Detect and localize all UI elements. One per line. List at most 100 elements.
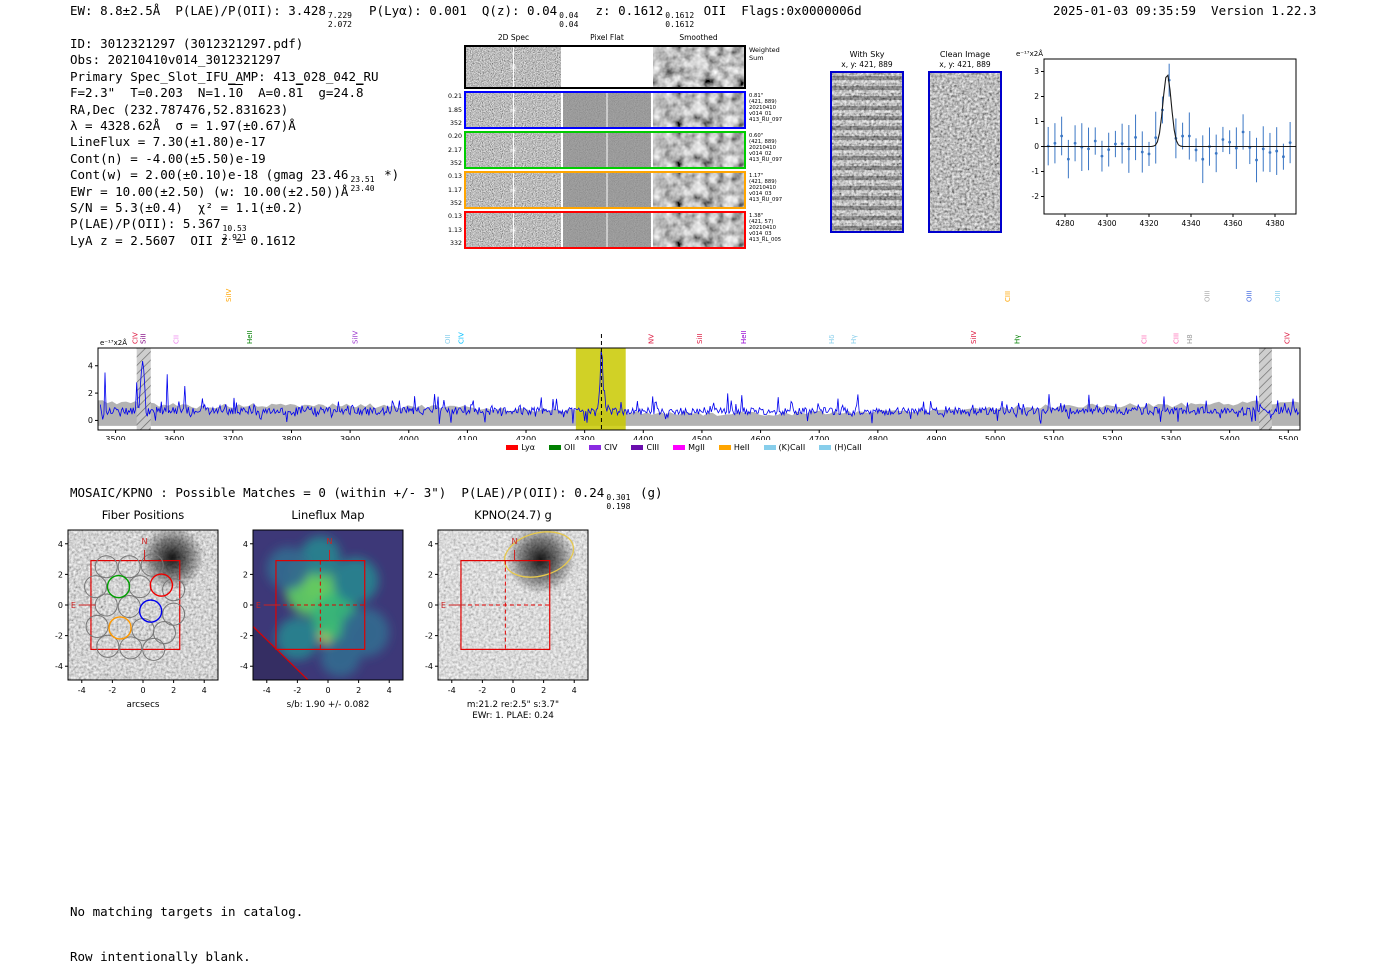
legend-swatch: [718, 445, 731, 450]
x-tick-label: -4: [448, 686, 456, 695]
text-segment: S/N = 5.3(±0.4) χ² = 1.1(±0.2): [70, 199, 304, 215]
text-segment: *): [376, 167, 400, 183]
info-line: EWr = 10.00(±2.50) (w: 10.00(±2.50))Å: [70, 184, 399, 200]
y-tick-label: 0: [243, 601, 248, 610]
info-line: S/N = 5.3(±0.4) χ² = 1.1(±0.2): [70, 200, 399, 216]
legend-item: (H)CaII: [819, 443, 862, 452]
info-line: LineFlux = 7.30(±1.80)e-17: [70, 134, 399, 150]
spec2d-row: 0.13 1.13 332 1.38" (421, 57) 20210410 v014_03…: [444, 211, 804, 249]
noise-image: [563, 93, 651, 127]
fiber-weights: 0.13 1.17 352: [447, 173, 462, 207]
y-tick-label: 2: [58, 570, 63, 579]
text-segment: λ = 4328.62Å σ = 1.97(±0.67)Å: [70, 117, 296, 133]
sup-sub-value: 0.301 0.198: [606, 493, 631, 511]
noise-image: [466, 213, 561, 247]
elixer-report-page: { "header": { "stats": [ {"t":"EW: 8.8±2…: [34, 3, 1317, 964]
x-tick-label: 4900: [926, 435, 946, 440]
fiber-annotation: Weighted Sum: [749, 46, 780, 62]
x-tick-label: 5400: [1219, 435, 1239, 440]
text-segment: F=2.3" T=0.203 N=1.: [70, 85, 229, 101]
spec2d-cell: [466, 133, 561, 167]
emission-line-label: OIII: [1274, 290, 1282, 302]
clean-image-coords: x, y: 421, 889: [939, 60, 991, 69]
legend-item: MgII: [673, 443, 705, 452]
y-tick-label: -2: [240, 632, 248, 641]
y-tick-label: 4: [58, 540, 63, 549]
noise-image: [466, 47, 561, 87]
y-tick-label: 0: [1034, 142, 1039, 151]
clean-image: [928, 71, 1002, 233]
x-tick-label: 4340: [1181, 219, 1200, 228]
spec2d-cell: [466, 213, 561, 247]
legend-swatch: [763, 445, 776, 450]
emission-line-label: CII: [172, 335, 180, 344]
cutout-title: Lineflux Map: [291, 508, 365, 522]
info-line: RA,Dec (232.787476,52.831623): [70, 102, 399, 118]
cutout-title: Fiber Positions: [101, 508, 185, 522]
emission-line-label: CIII: [1173, 333, 1181, 344]
x-tick-label: 5500: [1278, 435, 1298, 440]
emission-line-label: Hγ: [1014, 335, 1022, 344]
spec2d-cell: [653, 93, 744, 127]
x-tick-label: 4400: [633, 435, 653, 440]
x-tick-label: 5200: [1102, 435, 1122, 440]
x-tick-label: 2: [356, 686, 361, 695]
x-tick-label: -4: [78, 686, 86, 695]
legend-swatch: [673, 445, 686, 450]
text-segment: 8: [356, 85, 364, 101]
legend-swatch: [506, 445, 519, 450]
text-segment: z: 0.1612: [580, 3, 664, 18]
emission-line-label: Hδ: [828, 334, 836, 344]
info-line: Obs: 20210410v014_3012321297: [70, 52, 399, 68]
text-segment: Obs: 20210410v014_3012321297: [70, 52, 281, 68]
fiber-annotation: 0.81" (421, 889) 20210410 v014_01 413_RU_097: [749, 93, 783, 123]
sup-sub-value: 0.04 0.04: [559, 11, 579, 29]
spec2d-cell: [466, 47, 561, 87]
cutout-title: KPNO(24.7) g: [474, 508, 552, 522]
spec2d-row-images: [464, 91, 746, 129]
emission-line-label: CIII: [1004, 291, 1012, 302]
text-segment: LineFlux = 7.30(±1.80)e-17: [70, 134, 266, 150]
y-tick-label: 2: [88, 389, 93, 398]
x-tick-label: 4300: [1097, 219, 1116, 228]
x-tick-label: 4800: [868, 435, 888, 440]
spec2d-cell: [563, 173, 651, 207]
text-segment: 1: [295, 85, 304, 101]
emission-line-label: OIII: [1204, 290, 1212, 302]
x-tick-label: 4: [572, 686, 577, 695]
x-tick-label: 3600: [164, 435, 184, 440]
text-segment: ID: 3012321297 (3012321297.pdf): [70, 36, 304, 51]
withsky-panel: With Sky x, y: 421, 889: [828, 50, 906, 233]
info-line: ID: 3012321297 (3012321297.pdf): [70, 36, 399, 52]
legend-label: HeII: [733, 443, 750, 452]
x-tick-label: 4: [387, 686, 392, 695]
noise-image: [653, 213, 744, 247]
compass-north-label: N: [142, 537, 148, 546]
y-tick-label: 2: [1034, 92, 1039, 101]
y-tick-label: 4: [243, 540, 248, 549]
y-tick-label: -2: [55, 632, 63, 641]
legend-label: CIV: [604, 443, 618, 452]
header-stats: EW: 8.8±2.5Å P(LAE)/P(OII): 3.428 7.229 2.…: [70, 3, 862, 29]
info-line: λ = 4328.62Å σ = 1.97(±0.67)Å: [70, 118, 399, 134]
zoom-spectrum-plot: 4280 4300 4320 4340 4360 4380 -2 -1 0 1 2 3 e⁻¹⁷x2Å: [1016, 49, 1297, 228]
text-segment: EWr = 10.00(±2.50) (w: 10.00(±2.50))Å: [70, 183, 349, 199]
emission-line-label: OIII: [1245, 290, 1253, 302]
fiber-weights: 0.20 2.17 352: [447, 133, 462, 167]
text-segment: P(Lyα): 0.001 Q(z): 0.04: [353, 3, 558, 18]
legend-item: OII: [549, 443, 575, 452]
legend-label: CIII: [646, 443, 660, 452]
footer-line: No matching targets in catalog.: [70, 904, 304, 919]
info-line: P(LAE)/P(OII): 5.367 10.53 2.921: [70, 216, 399, 241]
compass-north-label: N: [512, 537, 518, 546]
footer-note: No matching targets in catalog. Row inte…: [70, 874, 303, 979]
y-tick-label: 2: [428, 570, 433, 579]
cutout-fiber-positions: Fiber Positions N E -4 -4 -2 -2 0 0 2 2 4 4 arcsecs: [34, 508, 228, 711]
emission-line-label: SiII: [139, 333, 147, 344]
y-axis-label: e⁻¹⁷x2Å: [1016, 49, 1043, 58]
spec2d-row: 0.20 2.17 352 0.60" (421, 889) 20210410 v014_0…: [444, 131, 804, 169]
y-tick-label: 2: [243, 570, 248, 579]
x-tick-label: 4320: [1139, 219, 1158, 228]
info-line: Cont(w) = 2.00(±0.10)e-18 (gmag 23.46 23.…: [70, 167, 400, 192]
legend-swatch: [589, 445, 602, 450]
